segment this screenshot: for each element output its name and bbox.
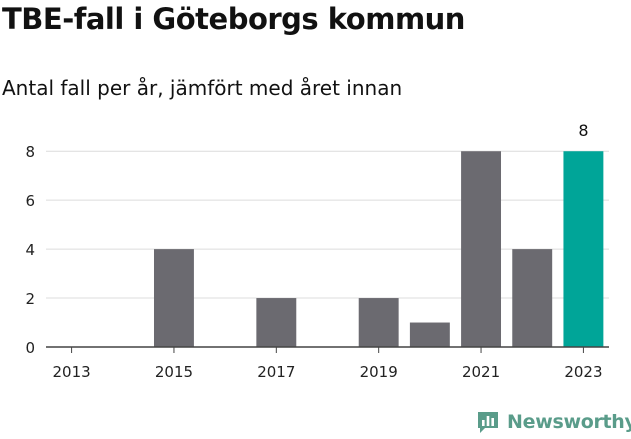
x-tick-label: 2015 xyxy=(155,363,193,381)
bar-2021 xyxy=(461,151,502,347)
data-label-2023: 8 xyxy=(578,121,588,140)
chart-title: TBE-fall i Göteborgs kommun xyxy=(2,2,465,36)
x-tick-label: 2017 xyxy=(257,363,295,381)
x-tick-label: 2013 xyxy=(52,363,90,381)
x-tick-label: 2019 xyxy=(360,363,398,381)
bar-2017 xyxy=(256,298,297,347)
x-tick-label: 2023 xyxy=(564,363,602,381)
bar-2019 xyxy=(358,298,399,347)
x-tick-label: 2021 xyxy=(462,363,500,381)
bar-chart-bubble-icon xyxy=(478,412,498,433)
bar-2023 xyxy=(563,151,604,347)
y-tick-label: 8 xyxy=(25,143,35,161)
bar-chart: 0 2 4 6 8 2013 2015 2017 2019 2021 2023 8 xyxy=(25,121,609,381)
y-tick-label: 6 xyxy=(25,192,35,210)
bar-2015 xyxy=(153,249,194,347)
bar-2020 xyxy=(409,322,450,347)
bar-2022 xyxy=(512,249,553,347)
y-tick-label: 2 xyxy=(25,290,35,308)
brand-logo: Newsworthy xyxy=(476,408,631,436)
chart-subtitle: Antal fall per år, jämfört med året inna… xyxy=(2,76,403,100)
y-tick-label: 0 xyxy=(25,339,35,357)
brand-name: Newsworthy xyxy=(507,411,631,433)
y-tick-label: 4 xyxy=(25,241,35,259)
